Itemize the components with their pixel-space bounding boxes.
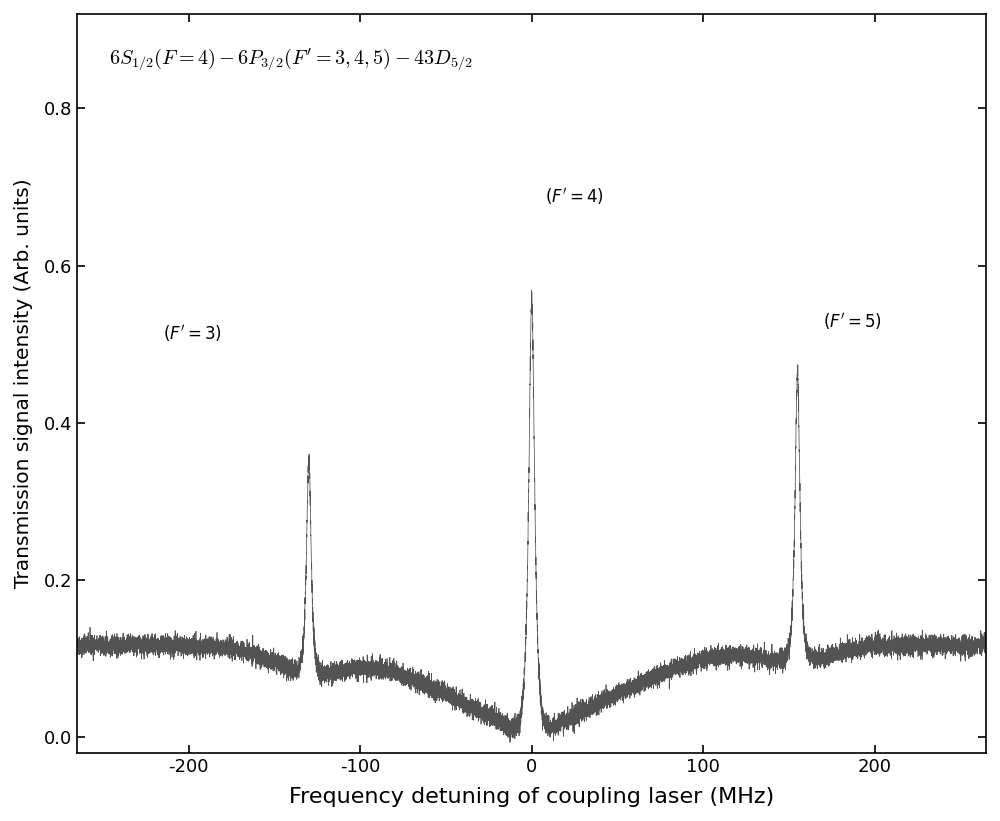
Text: $(F^{\prime}=5)$: $(F^{\prime}=5)$	[823, 311, 882, 333]
Y-axis label: Transmission signal intensity (Arb. units): Transmission signal intensity (Arb. unit…	[14, 179, 33, 589]
Text: $(F^{\prime}=3)$: $(F^{\prime}=3)$	[163, 323, 222, 344]
Text: $6S_{1/2}(F=4)-6P_{3/2}(F^{\prime}=3,4,5)-43D_{5/2}$: $6S_{1/2}(F=4)-6P_{3/2}(F^{\prime}=3,4,5…	[109, 47, 473, 73]
Text: $(F^{\prime}=4)$: $(F^{\prime}=4)$	[545, 186, 605, 207]
X-axis label: Frequency detuning of coupling laser (MHz): Frequency detuning of coupling laser (MH…	[289, 787, 774, 807]
